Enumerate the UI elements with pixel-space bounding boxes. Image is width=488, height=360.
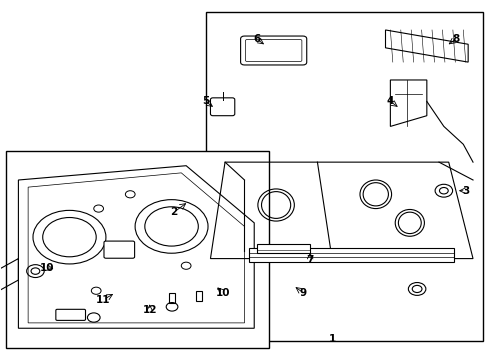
FancyBboxPatch shape: [56, 309, 85, 320]
Text: 12: 12: [142, 305, 157, 315]
Bar: [256, 244, 309, 253]
FancyBboxPatch shape: [245, 40, 301, 62]
Text: 10: 10: [215, 288, 229, 297]
Text: 7: 7: [306, 255, 313, 265]
Bar: [169, 293, 175, 303]
FancyBboxPatch shape: [210, 98, 234, 116]
Bar: [249, 248, 453, 262]
Text: 9: 9: [299, 288, 306, 297]
Bar: [205, 12, 482, 341]
Text: 6: 6: [252, 34, 260, 44]
Text: 1: 1: [328, 334, 335, 344]
Text: 10: 10: [39, 262, 54, 273]
Text: 4: 4: [386, 96, 393, 107]
FancyBboxPatch shape: [240, 36, 306, 65]
Bar: [6, 152, 268, 348]
Text: 3: 3: [461, 186, 468, 196]
Text: 11: 11: [96, 295, 110, 305]
Bar: [196, 291, 201, 301]
Text: 5: 5: [202, 96, 209, 107]
Text: 8: 8: [451, 34, 459, 44]
Text: 2: 2: [170, 207, 177, 217]
FancyBboxPatch shape: [104, 241, 134, 258]
